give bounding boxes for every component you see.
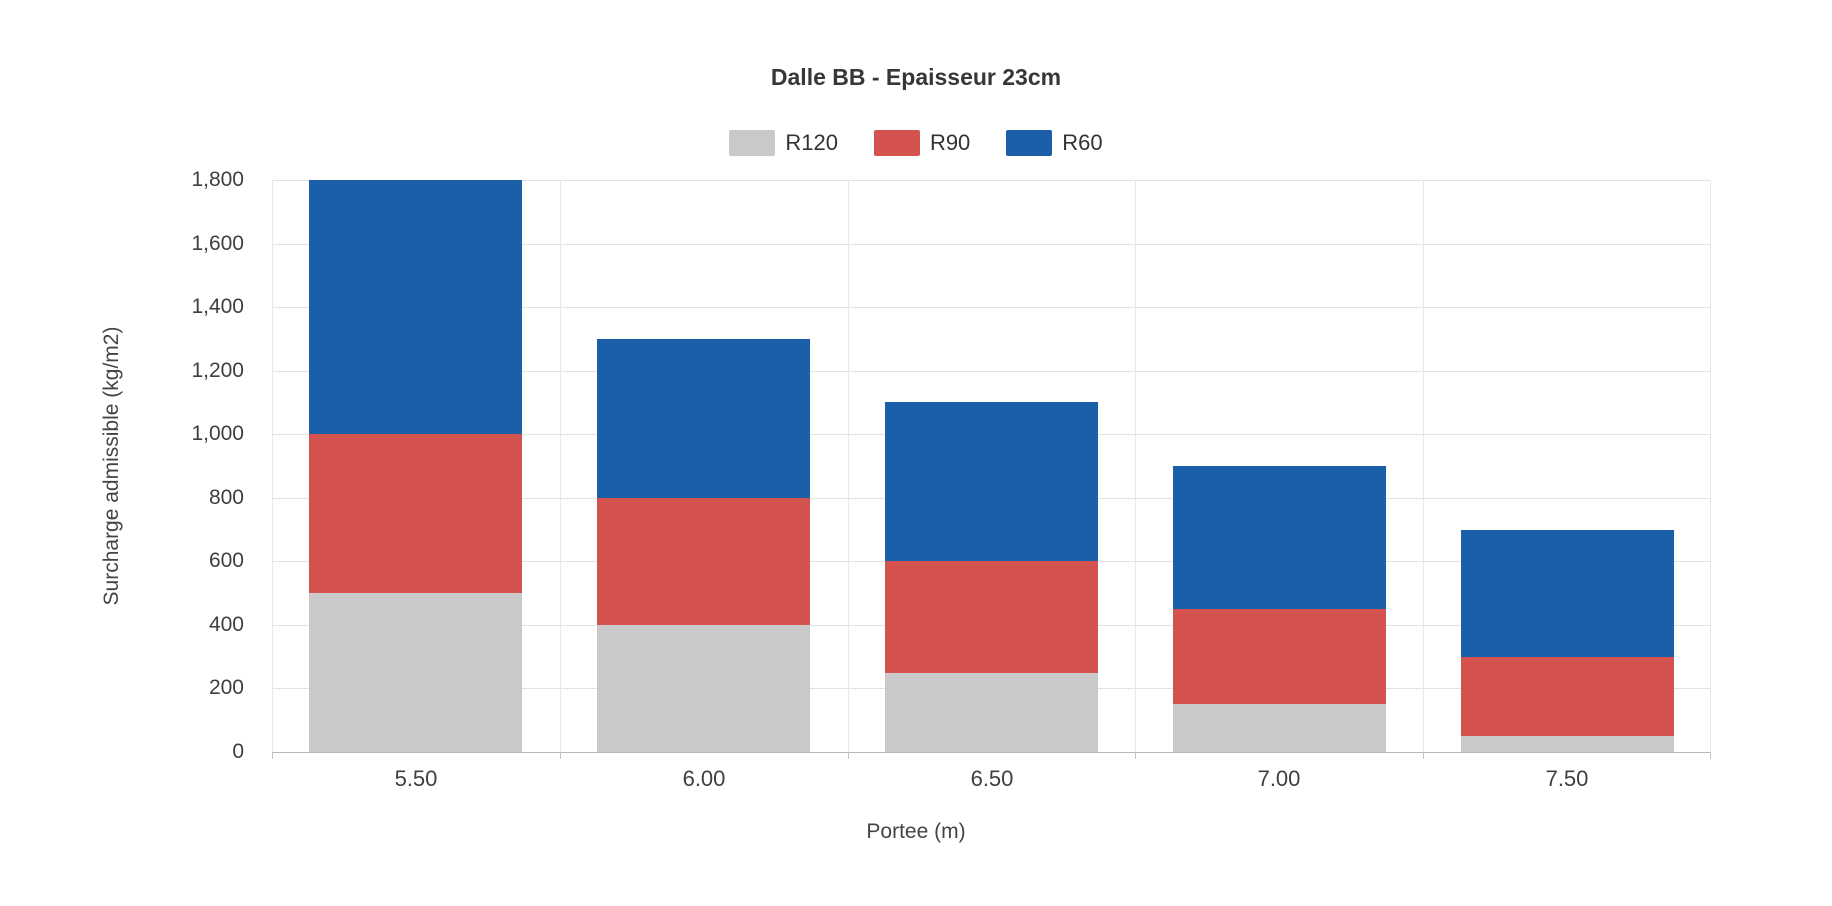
legend: R120 R90 R60 [0, 130, 1832, 156]
y-tick-label: 200 [208, 676, 244, 700]
bar-segment-r90-6.50 [885, 561, 1098, 673]
y-tick-label: 1,000 [191, 422, 244, 446]
bar-segment-r60-7.50 [1461, 529, 1674, 657]
bar-segment-r90-7.50 [1461, 656, 1674, 737]
x-axis-labels: 5.50 6.00 6.50 7.00 7.50 [272, 766, 1711, 796]
x-axis-tick [272, 752, 273, 759]
x-tick-label: 7.50 [1545, 766, 1589, 791]
bar-segment-r120-7.00 [1173, 704, 1386, 752]
legend-label: R90 [929, 130, 971, 155]
bar-segment-r90-5.50 [309, 434, 522, 594]
bar-segment-r120-6.50 [885, 672, 1098, 752]
bar-segment-r60-6.50 [885, 402, 1098, 562]
legend-swatch-r90 [873, 130, 920, 156]
vertical-gridline [848, 180, 849, 752]
bar-segment-r60-7.00 [1173, 466, 1386, 609]
x-axis-tick [560, 752, 561, 759]
vertical-gridline [1710, 180, 1711, 752]
y-tick-label: 0 [232, 740, 244, 763]
vertical-gridline [272, 180, 273, 752]
x-axis-line [272, 752, 1711, 753]
y-tick-label: 400 [208, 612, 244, 636]
x-axis-tick [1135, 752, 1136, 759]
bar-segment-r90-7.00 [1173, 609, 1386, 705]
x-axis-tick [1423, 752, 1424, 759]
bar-segment-r60-5.50 [309, 180, 522, 435]
horizontal-gridline [272, 307, 1711, 309]
x-tick-label: 6.00 [682, 766, 726, 791]
horizontal-gridline [272, 370, 1711, 372]
bar-segment-r120-6.00 [597, 624, 810, 752]
y-tick-label: 1,600 [191, 231, 244, 255]
bar-segment-r90-6.00 [597, 497, 810, 625]
vertical-gridline [560, 180, 561, 752]
x-tick-label: 7.00 [1257, 766, 1301, 791]
bar-segment-r120-5.50 [309, 593, 522, 752]
y-tick-label: 600 [208, 549, 244, 573]
legend-label: R120 [785, 130, 838, 155]
x-axis-title: Portee (m) [866, 820, 966, 843]
horizontal-gridline [272, 243, 1711, 245]
x-tick-label: 6.50 [970, 766, 1014, 791]
x-axis-tick [848, 752, 849, 759]
x-axis-tick [1710, 752, 1711, 759]
y-tick-label: 800 [208, 485, 244, 509]
y-tick-label: 1,200 [191, 358, 244, 382]
vertical-gridline [1135, 180, 1136, 752]
plot-area [272, 180, 1711, 759]
legend-item-r120[interactable]: R120 [729, 130, 838, 156]
legend-item-r60[interactable]: R60 [1006, 130, 1103, 156]
y-tick-label: 1,800 [191, 168, 244, 191]
legend-item-r90[interactable]: R90 [873, 130, 971, 156]
legend-label: R60 [1062, 130, 1103, 155]
bar-segment-r120-7.50 [1461, 736, 1674, 752]
horizontal-gridline [272, 180, 1711, 181]
legend-swatch-r60 [1006, 130, 1053, 156]
x-tick-label: 5.50 [394, 766, 438, 791]
legend-swatch-r120 [729, 130, 776, 156]
y-tick-label: 1,400 [191, 295, 244, 319]
chart-title: Dalle BB - Epaisseur 23cm [770, 64, 1062, 90]
y-axis-labels: 0 200 400 600 800 1,000 1,200 1,400 1,600 1,800 [0, 168, 258, 763]
vertical-gridline [1423, 180, 1424, 752]
bar-segment-r60-6.00 [597, 338, 810, 498]
